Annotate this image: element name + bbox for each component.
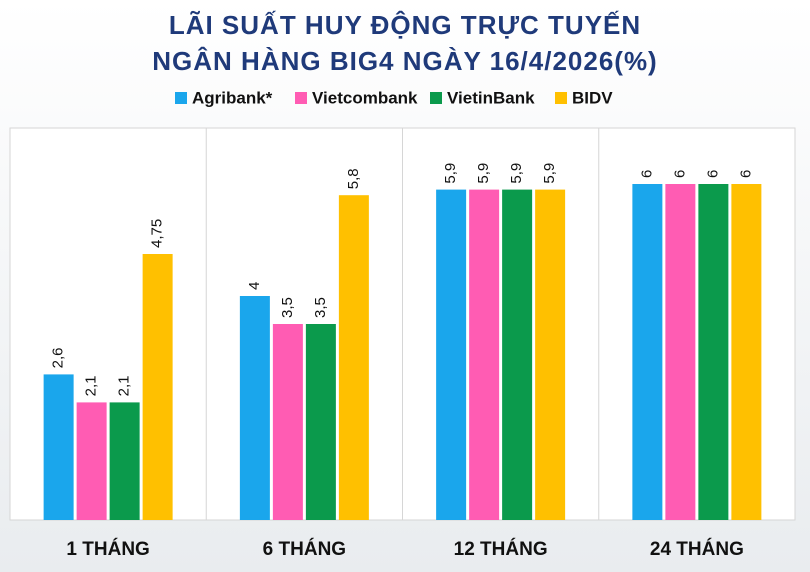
legend-label: Agribank* [192, 88, 273, 107]
legend-swatch [175, 92, 187, 104]
bar [142, 254, 173, 520]
data-label: 2,6 [50, 348, 67, 369]
bar [698, 184, 729, 520]
legend-label: BIDV [572, 88, 613, 107]
legend-label: VietinBank [447, 88, 535, 107]
data-label: 3,5 [312, 297, 329, 318]
legend-swatch [430, 92, 442, 104]
legend-swatch [555, 92, 567, 104]
bar [665, 184, 696, 520]
data-label: 4,75 [149, 219, 166, 248]
bar [109, 402, 140, 520]
bar [469, 189, 500, 520]
bar [731, 184, 762, 520]
bar [436, 189, 467, 520]
data-label: 3,5 [279, 297, 296, 318]
bar [272, 324, 303, 520]
bar [239, 296, 270, 520]
bar [76, 402, 107, 520]
data-label: 2,1 [116, 376, 133, 397]
chart-title: LÃI SUẤT HUY ĐỘNG TRỰC TUYẾN [169, 10, 641, 40]
data-label: 6 [737, 170, 754, 178]
data-label: 5,9 [508, 163, 525, 184]
data-label: 5,9 [475, 163, 492, 184]
x-tick-label: 12 THÁNG [454, 538, 548, 560]
data-label: 6 [638, 170, 655, 178]
data-label: 4 [246, 282, 263, 290]
data-label: 5,8 [345, 168, 362, 189]
data-label: 6 [671, 170, 688, 178]
legend-label: Vietcombank [312, 88, 418, 107]
bar [305, 324, 336, 520]
bar [535, 189, 566, 520]
bar [502, 189, 533, 520]
bar [43, 374, 74, 520]
data-label: 5,9 [442, 163, 459, 184]
legend-swatch [295, 92, 307, 104]
data-label: 5,9 [541, 163, 558, 184]
bar [632, 184, 663, 520]
x-tick-label: 24 THÁNG [650, 538, 744, 560]
data-label: 2,1 [83, 376, 100, 397]
bar [338, 195, 369, 520]
x-tick-label: 1 THÁNG [66, 538, 149, 560]
x-tick-label: 6 THÁNG [263, 538, 346, 560]
data-label: 6 [704, 170, 721, 178]
chart-subtitle: NGÂN HÀNG BIG4 NGÀY 16/4/2026(%) [152, 46, 657, 76]
